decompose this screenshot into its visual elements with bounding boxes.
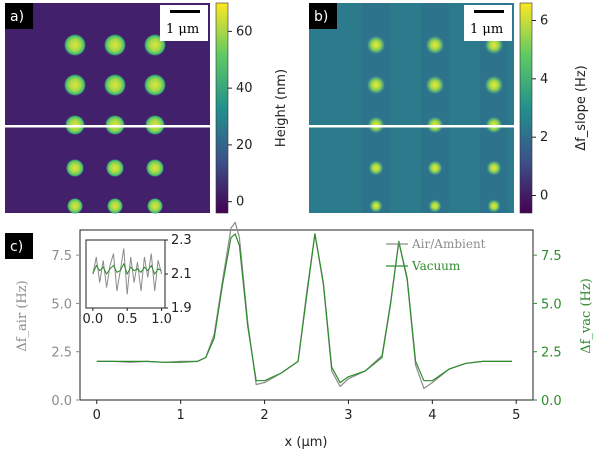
legend: Air/Ambient Vacuum <box>386 237 486 273</box>
panel-b-colorbar <box>519 2 533 214</box>
y-left-tick-label: 2.5 <box>51 346 72 361</box>
panel-a-scalebar-label: 1 μm <box>166 22 199 37</box>
y-left-tick-label: 7.5 <box>51 249 72 264</box>
colorbar-tick-label: 40 <box>236 81 253 96</box>
inset-y-tick-label: 2.1 <box>171 267 192 282</box>
colorbar-tick-label: 20 <box>236 138 253 153</box>
x-axis-ticks: 0 1 2 3 4 5 <box>93 400 520 423</box>
panel-a-line-cut <box>5 125 210 128</box>
y-axis-left-label: Δf_air (Hz) <box>15 280 30 351</box>
inset-line-vacuum <box>92 262 162 276</box>
x-tick-label: 5 <box>512 408 520 423</box>
panel-b-scalebar <box>474 10 504 13</box>
panel-b-colorbar-ticks: 0 2 4 6 <box>532 14 548 204</box>
panel-a-scalebar <box>170 10 200 13</box>
x-tick-label: 3 <box>344 408 352 423</box>
inset-x-tick-label: 1.0 <box>151 312 172 327</box>
afm-particle-a <box>144 74 166 96</box>
x-tick-label: 2 <box>260 408 268 423</box>
afm-particle-b <box>427 160 443 176</box>
afm-particle-a <box>64 74 86 96</box>
colorbar-tick-label: 0 <box>236 195 244 210</box>
afm-particle-a <box>106 159 124 177</box>
afm-particle-b <box>369 199 383 213</box>
panel-c-label: c) <box>10 239 23 255</box>
panel-c: c) 0 1 2 3 4 5 0.0 2.5 5.0 7.5 0.0 2.5 5.0 7.5 x (μ… <box>5 221 594 450</box>
afm-particle-b <box>486 160 502 176</box>
afm-particle-a <box>64 34 86 56</box>
afm-particle-a <box>104 74 126 96</box>
x-tick-label: 1 <box>177 408 185 423</box>
y-right-tick-label: 0.0 <box>541 394 562 409</box>
panel-b-scalebar-label: 1 μm <box>470 22 503 37</box>
afm-particle-a <box>67 198 83 214</box>
afm-particle-a <box>146 159 164 177</box>
y-left-tick-label: 5.0 <box>51 297 72 312</box>
colorbar-tick-label: 60 <box>236 24 253 39</box>
panel-a-dots <box>64 34 166 214</box>
panel-c-label-box <box>5 233 33 259</box>
legend-label-air: Air/Ambient <box>411 237 486 251</box>
panel-b-label: b) <box>314 9 328 25</box>
x-tick-label: 4 <box>428 408 436 423</box>
afm-particle-b <box>368 160 384 176</box>
afm-particle-b <box>366 35 386 55</box>
x-tick-label: 0 <box>93 408 101 423</box>
legend-label-vacuum: Vacuum <box>411 259 461 273</box>
colorbar-tick-label: 0 <box>540 189 548 204</box>
y-right-tick-label: 5.0 <box>541 297 562 312</box>
inset-y-tick-label: 2.3 <box>171 233 192 248</box>
x-axis-label: x (μm) <box>285 435 328 450</box>
panel-b-colorbar-label: Δf_slope (Hz) <box>574 65 589 150</box>
y-left-tick-label: 0.0 <box>51 394 72 409</box>
colorbar-tick-label: 2 <box>540 130 548 145</box>
panel-a-colorbar <box>215 2 229 214</box>
afm-particle-a <box>147 198 163 214</box>
afm-particle-a <box>107 198 123 214</box>
inset: 0.0 0.5 1.01.9 2.1 2.3 <box>83 233 192 327</box>
panel-b-label-box <box>309 3 337 29</box>
panel-a-colorbar-label: Height (nm) <box>274 69 289 147</box>
panel-a-label: a) <box>10 9 24 25</box>
afm-particle-b <box>366 75 386 95</box>
y-axis-right-label: Δf_vac (Hz) <box>579 278 594 354</box>
y-axis-right-ticks: 0.0 2.5 5.0 7.5 <box>533 249 562 409</box>
y-right-tick-label: 2.5 <box>541 346 562 361</box>
panel-a: a) 1 μm 0 20 40 60 Height (nm) <box>5 2 289 214</box>
plot-frame <box>79 229 534 401</box>
afm-particle-b <box>428 199 442 213</box>
afm-particle-b <box>484 75 504 95</box>
series-lines <box>96 221 512 389</box>
y-axis-left-ticks: 0.0 2.5 5.0 7.5 <box>51 249 80 409</box>
afm-particle-b <box>487 199 501 213</box>
afm-particle-b <box>425 75 445 95</box>
inset-x-tick-label: 0.0 <box>83 312 104 327</box>
panel-a-label-box <box>5 3 33 29</box>
colorbar-tick-label: 4 <box>540 72 548 87</box>
series-line-vacuum <box>96 233 512 384</box>
panel-a-colorbar-ticks: 0 20 40 60 <box>228 24 253 210</box>
inset-x-tick-label: 0.5 <box>117 312 138 327</box>
panel-b: b) 1 μm 0 2 4 6 Δf_slope (Hz) <box>309 2 589 214</box>
colorbar-tick-label: 6 <box>540 14 548 29</box>
inset-ticks: 0.0 0.5 1.01.9 2.1 2.3 <box>83 233 192 327</box>
afm-particle-a <box>66 159 84 177</box>
y-right-tick-label: 7.5 <box>541 249 562 264</box>
inset-y-tick-label: 1.9 <box>171 301 192 316</box>
panel-b-line-cut <box>309 125 514 128</box>
afm-particle-b <box>425 35 445 55</box>
afm-particle-a <box>104 34 126 56</box>
inset-series <box>92 248 163 295</box>
